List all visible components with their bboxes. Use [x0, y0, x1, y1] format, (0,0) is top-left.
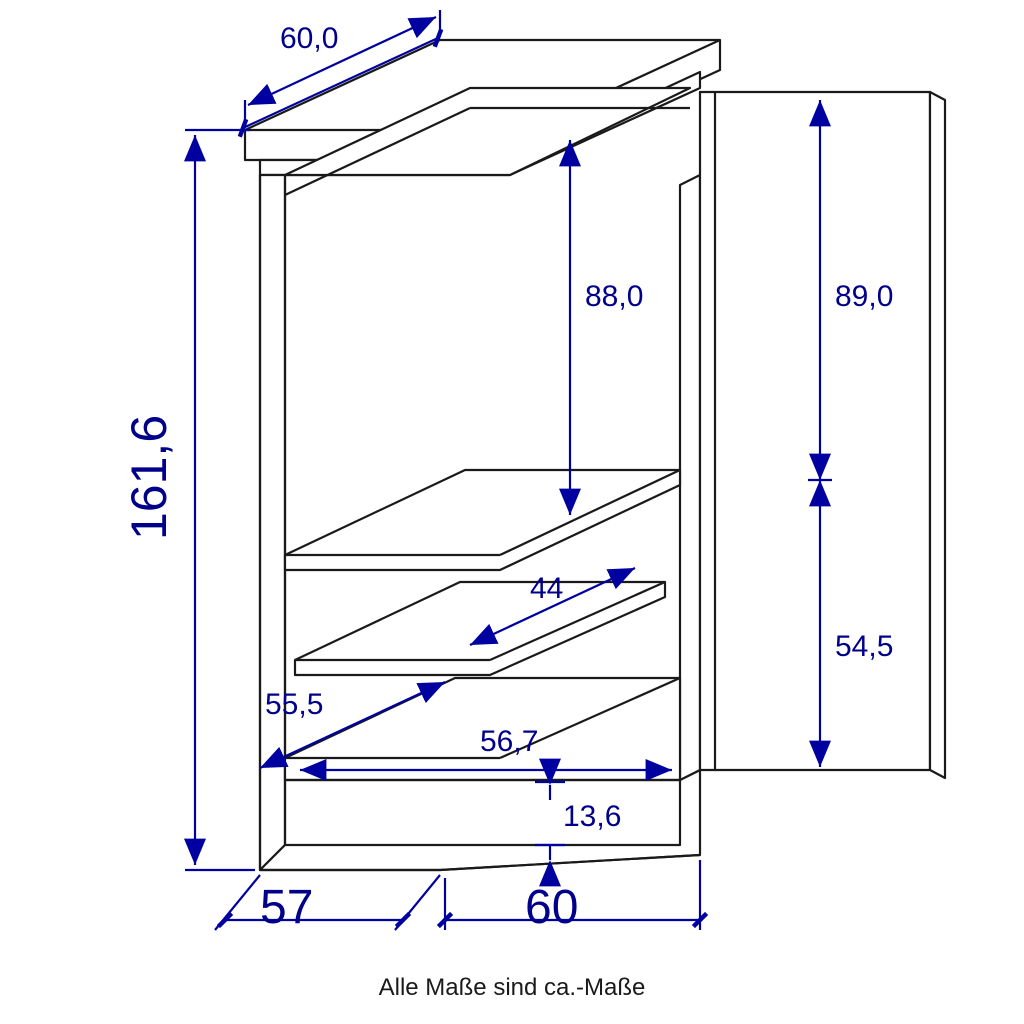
dim-inner-height-top: 88,0 [585, 280, 643, 314]
dim-total-height: 161,6 [120, 415, 178, 540]
dim-plinth-height: 13,6 [563, 800, 621, 834]
caption-text: Alle Maße sind ca.-Maße [0, 974, 1024, 1002]
dim-bottom-depth: 57 [260, 880, 313, 935]
dim-door-height-top: 89,0 [835, 280, 893, 314]
dim-inner-depth-bottom: 56,7 [480, 725, 538, 759]
dim-shelf-depth-mid: 44 [530, 572, 563, 606]
dim-bottom-width: 60 [525, 880, 578, 935]
dim-door-height-bottom: 54,5 [835, 630, 893, 664]
dim-top-depth: 60,0 [280, 22, 338, 56]
dim-side-depth: 55,5 [265, 688, 323, 722]
